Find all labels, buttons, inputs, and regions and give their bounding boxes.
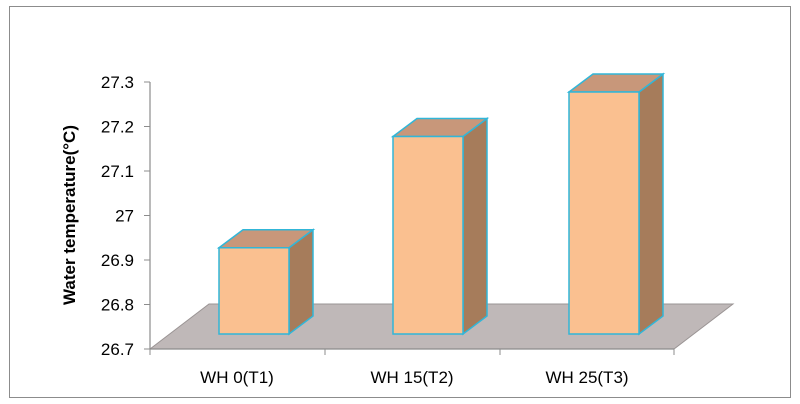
y-tick-label: 26.8: [101, 296, 134, 315]
x-category-label: WH 15(T2): [370, 368, 453, 387]
y-axis-title: Water temperature(°C): [60, 125, 79, 305]
bar-side-face: [638, 72, 664, 336]
bar: [566, 72, 666, 336]
bar: [390, 117, 490, 336]
x-category-label: WH 0(T1): [200, 368, 274, 387]
bar-front-face: [218, 247, 290, 335]
y-tick-label: 27.1: [101, 162, 134, 181]
y-tick-label: 27.2: [101, 118, 134, 137]
bar-side-face: [462, 117, 488, 336]
x-category-label: WH 25(T3): [545, 368, 628, 387]
bar-front-face: [568, 91, 640, 335]
y-tick-label: 27.3: [101, 73, 134, 92]
y-tick-label: 27: [115, 207, 134, 226]
y-tick-label: 26.7: [101, 340, 134, 359]
bar: [216, 228, 316, 336]
bar-front-face: [392, 135, 464, 335]
y-tick-label: 26.9: [101, 251, 134, 270]
